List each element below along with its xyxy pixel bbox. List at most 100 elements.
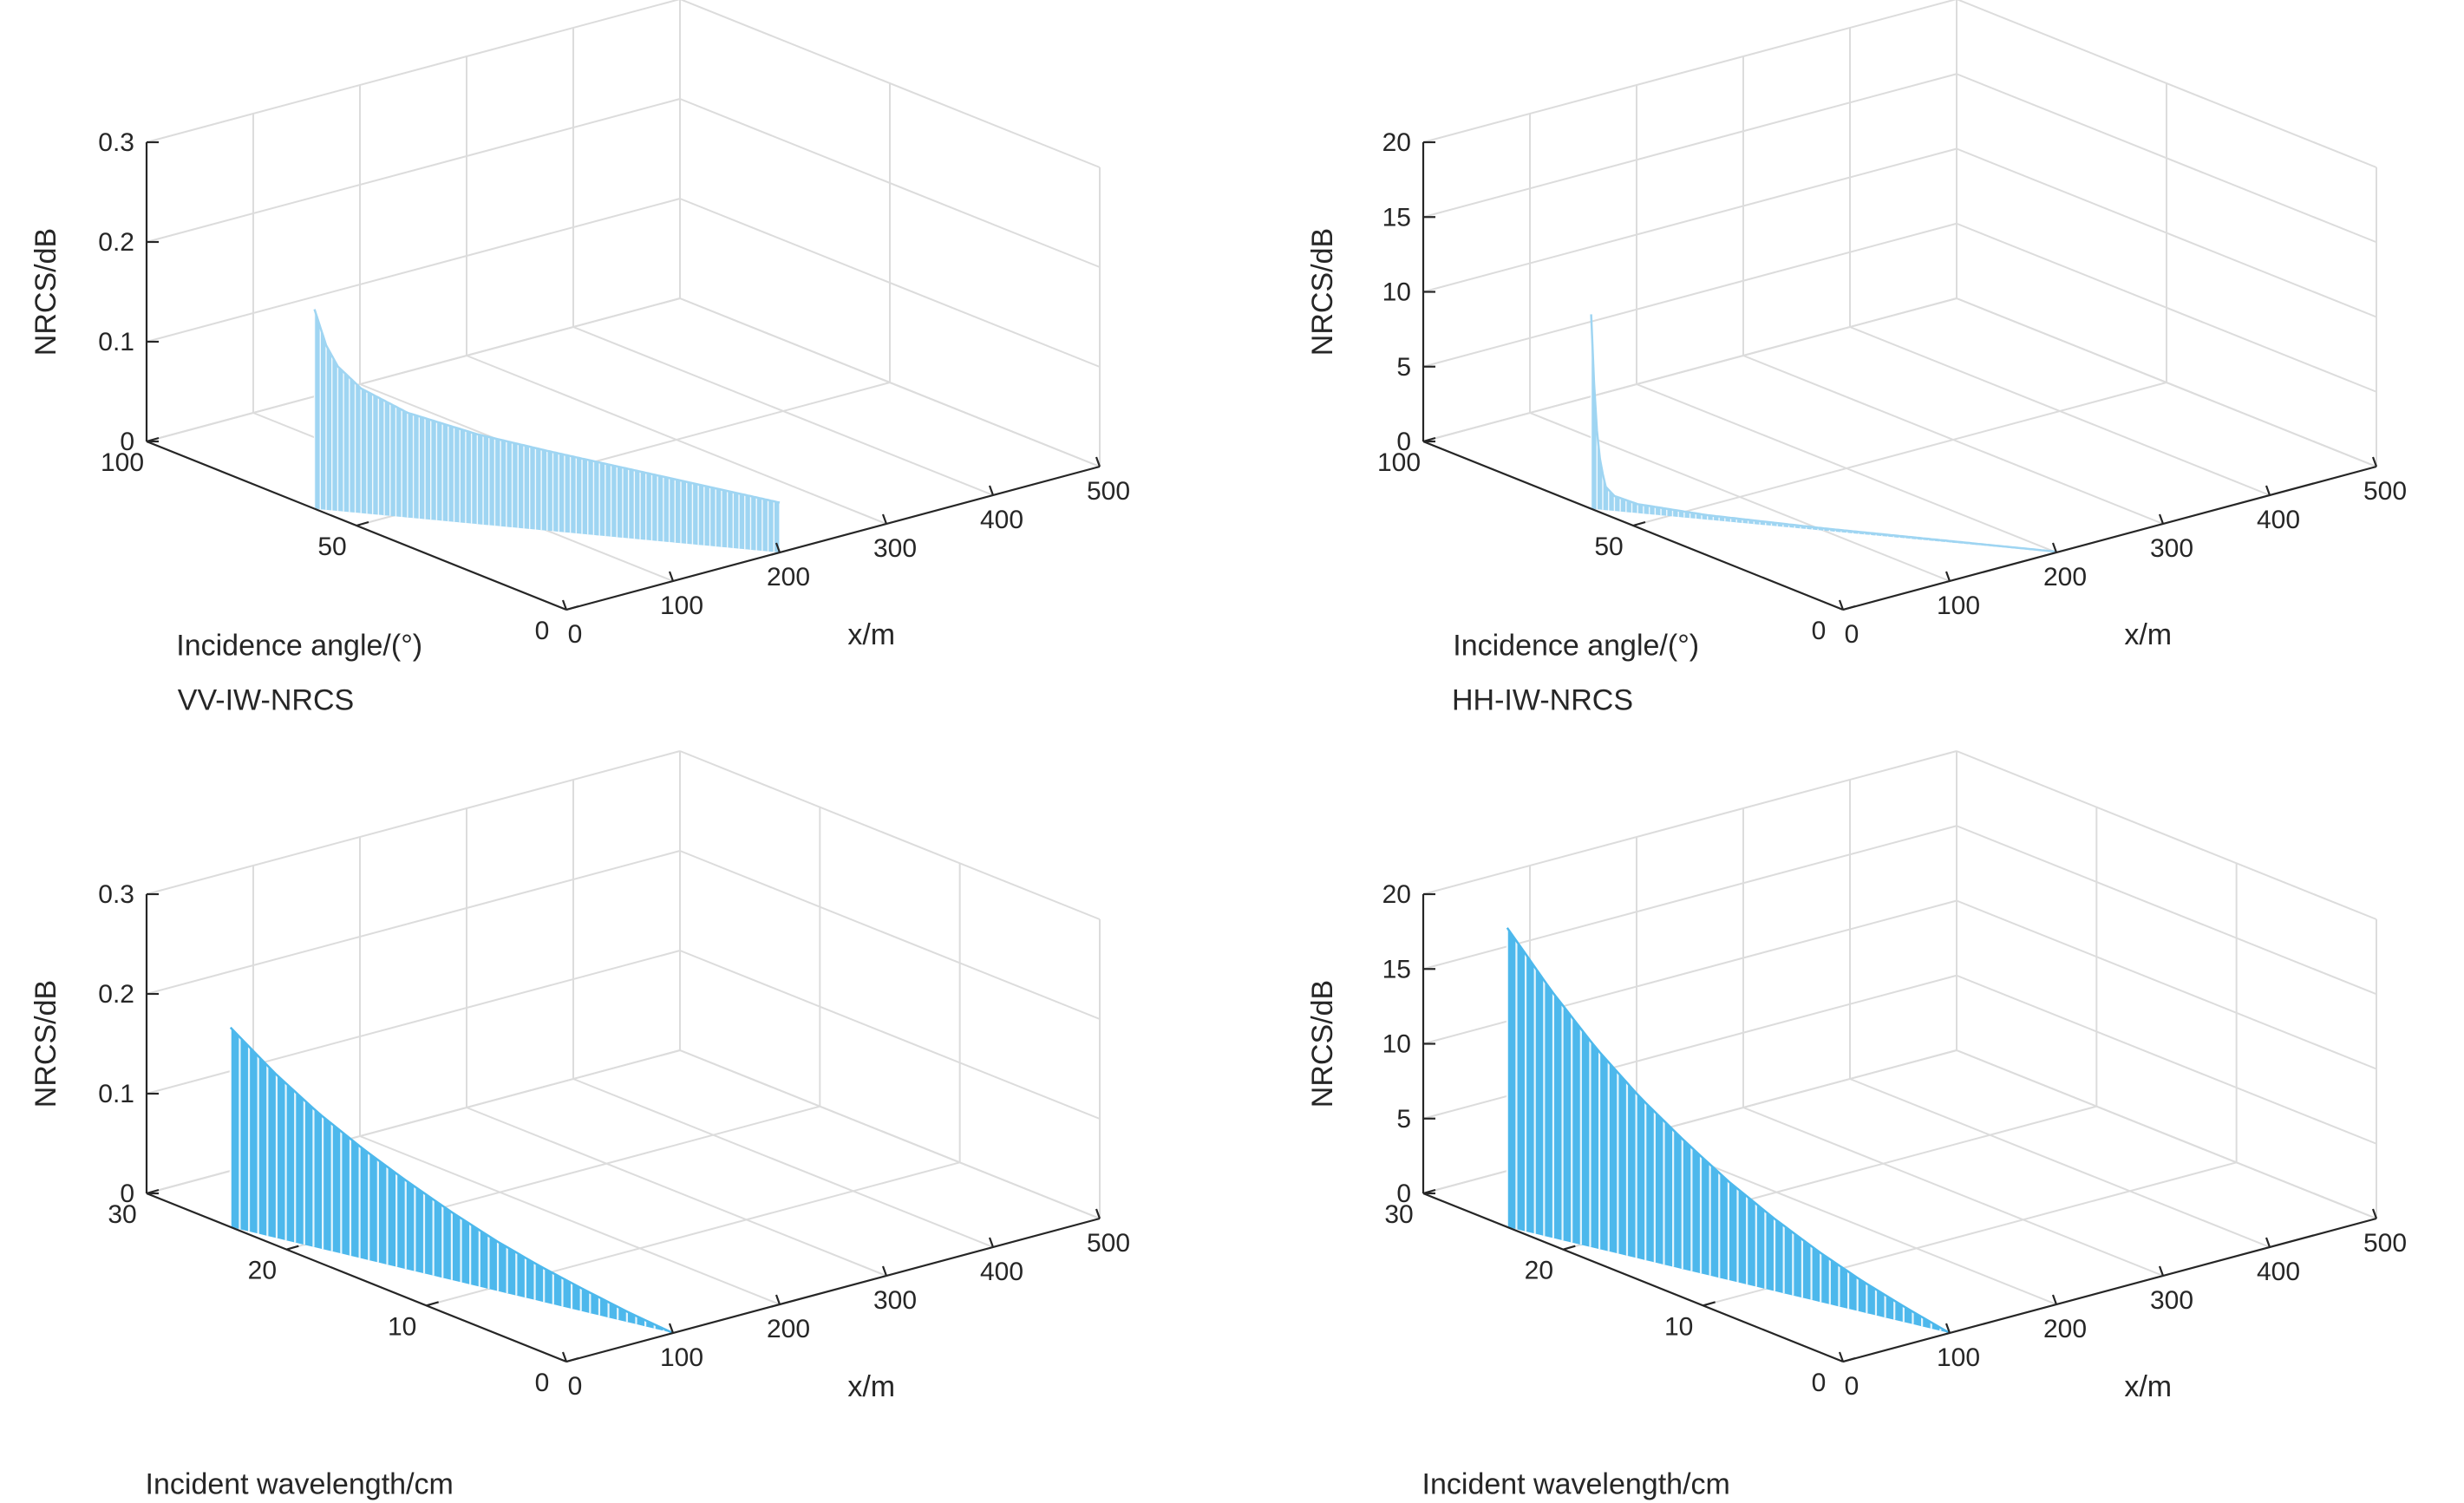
x-tick-mark xyxy=(1838,599,1845,611)
grid-line xyxy=(572,1078,994,1248)
z-tick-label: 0.1 xyxy=(98,1080,134,1108)
z-tick-label: 0.2 xyxy=(98,980,134,1009)
chart-title: HH-IW-NRCS xyxy=(1452,684,1633,717)
grid-line xyxy=(679,750,1101,920)
x-tick-mark xyxy=(668,571,675,582)
grid-line xyxy=(1422,899,1957,1045)
z-tick-label: 5 xyxy=(1396,353,1411,382)
surface-fill xyxy=(230,1027,673,1333)
x-tick-label: 500 xyxy=(2363,477,2407,506)
y-tick-label: 100 xyxy=(101,448,144,477)
x-tick-mark xyxy=(774,1294,781,1305)
y-tick-label: 10 xyxy=(388,1312,416,1341)
y-tick-label: 0 xyxy=(1812,1369,1827,1397)
grid-line xyxy=(1956,1049,2377,1219)
x-tick-mark xyxy=(2051,542,2058,553)
x-tick-label: 400 xyxy=(980,506,1023,534)
grid-line xyxy=(146,198,681,343)
surface-edge xyxy=(229,1026,674,1335)
x-tick-label: 300 xyxy=(873,1286,917,1315)
grid-line xyxy=(1422,73,1957,219)
x-tick-label: 0 xyxy=(568,1372,583,1401)
x-axis-line xyxy=(565,465,1101,611)
grid-line xyxy=(1956,297,2377,467)
x-axis-title: x/m xyxy=(2124,1370,2172,1403)
surface-fill xyxy=(1591,314,2056,552)
z-axis-title: NRCS/dB xyxy=(1306,228,1339,356)
x-tick-label: 500 xyxy=(2363,1229,2407,1258)
x-tick-mark xyxy=(2371,1208,2378,1219)
y-tick-mark xyxy=(1632,520,1646,527)
x-tick-label: 300 xyxy=(2150,534,2193,563)
x-tick-label: 300 xyxy=(2150,1286,2193,1315)
y-axis-title: Incidence angle/(°) xyxy=(176,630,422,663)
x-tick-mark xyxy=(1095,1208,1101,1219)
surface xyxy=(229,1026,674,1335)
x-tick-label: 500 xyxy=(1087,1229,1130,1258)
grid-line xyxy=(146,850,681,995)
x-tick-mark xyxy=(881,1265,888,1277)
subplot-hh-ia-nrcs: 010020030040050005010005101520x/mInciden… xyxy=(1306,0,2407,663)
x-tick-mark xyxy=(2158,513,2165,525)
x-tick-mark xyxy=(2158,1265,2165,1277)
surface xyxy=(313,309,781,552)
grid-line xyxy=(466,1107,887,1277)
z-tick-label: 0.3 xyxy=(98,128,134,157)
x-tick-label: 0 xyxy=(1845,1372,1859,1401)
grid-line xyxy=(1422,750,1957,895)
x-tick-label: 400 xyxy=(2257,506,2300,534)
grid-line xyxy=(1956,73,2377,244)
x-tick-mark xyxy=(2265,485,2271,496)
y-tick-label: 0 xyxy=(535,1369,550,1397)
z-tick-label: 10 xyxy=(1382,278,1411,307)
y-tick-label: 20 xyxy=(248,1257,277,1285)
grid-line xyxy=(679,850,1101,1020)
y-tick-mark xyxy=(565,1356,579,1363)
x-axis-line xyxy=(1842,1217,2377,1363)
grid-line xyxy=(1956,0,2377,168)
grid-line xyxy=(1422,974,1957,1120)
x-tick-label: 500 xyxy=(1087,477,1130,506)
z-tick-label: 0.3 xyxy=(98,880,134,909)
grid-line xyxy=(1849,1078,2271,1248)
y-tick-mark xyxy=(565,604,579,611)
subplot-hh-iw-nrcs: 0100200300400500010203005101520x/mIncide… xyxy=(1306,684,2407,1501)
x-tick-label: 0 xyxy=(1845,620,1859,649)
y-tick-label: 30 xyxy=(1384,1200,1413,1229)
y-tick-mark xyxy=(1842,604,1856,611)
grid-line xyxy=(1956,222,2377,393)
y-tick-mark xyxy=(1563,1245,1576,1251)
x-tick-mark xyxy=(1944,1323,1951,1334)
z-tick-label: 20 xyxy=(1382,880,1411,909)
surface-edge xyxy=(1590,314,2057,553)
grid-line xyxy=(679,1049,1101,1219)
x-tick-mark xyxy=(2265,1237,2271,1248)
grid-line xyxy=(679,297,1101,467)
z-tick-label: 5 xyxy=(1396,1105,1411,1134)
x-tick-mark xyxy=(561,1351,568,1363)
y-tick-label: 0 xyxy=(1812,617,1827,645)
grid-line xyxy=(679,0,1101,168)
y-axis-line xyxy=(1422,1192,1844,1363)
x-tick-label: 400 xyxy=(2257,1258,2300,1286)
subplot-vv-iw-nrcs: 0100200300400500010203000.10.20.3x/mInci… xyxy=(29,684,1130,1501)
x-axis-title: x/m xyxy=(847,618,895,651)
surface xyxy=(1590,314,2057,553)
z-axis-title: NRCS/dB xyxy=(29,980,62,1108)
chart-title: VV-IW-NRCS xyxy=(178,684,354,717)
x-tick-label: 100 xyxy=(1937,591,1980,620)
x-axis-line xyxy=(1842,465,2377,611)
z-axis-title: NRCS/dB xyxy=(29,228,62,356)
grid-line xyxy=(1956,147,2377,318)
x-tick-label: 400 xyxy=(980,1258,1023,1286)
x-tick-mark xyxy=(1944,571,1951,582)
z-tick-label: 0.2 xyxy=(98,228,134,257)
z-tick-label: 10 xyxy=(1382,1030,1411,1059)
x-tick-mark xyxy=(988,485,995,496)
y-tick-label: 30 xyxy=(108,1200,136,1229)
y-tick-label: 10 xyxy=(1664,1312,1693,1341)
grid-line xyxy=(1742,1107,2164,1277)
z-tick-label: 0 xyxy=(1396,428,1411,456)
surface xyxy=(1506,927,1951,1335)
